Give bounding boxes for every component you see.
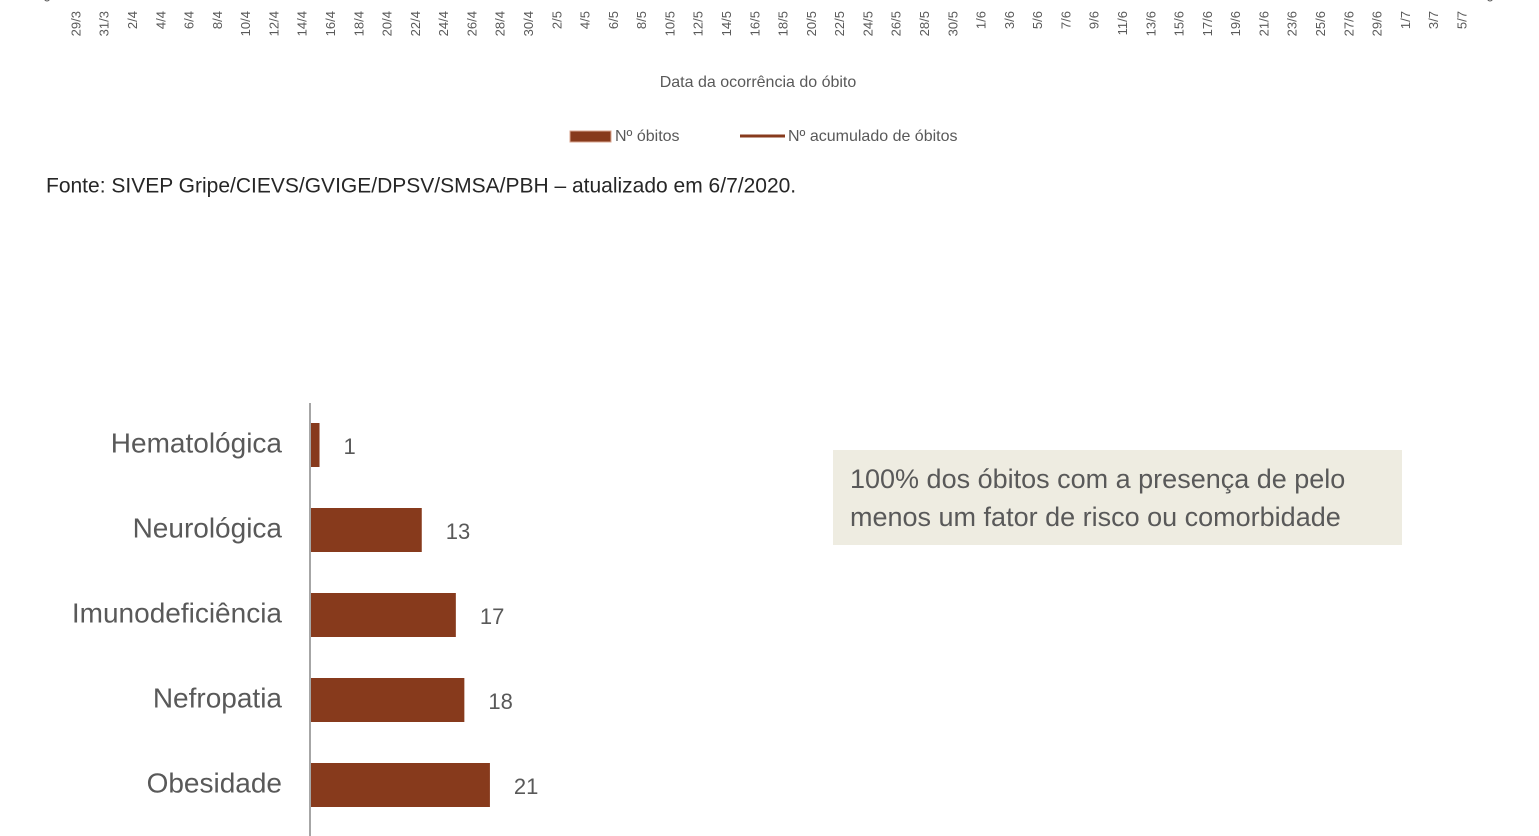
category-label: Neurológica <box>133 512 283 543</box>
x-tick-label: 5/6 <box>1030 11 1045 29</box>
x-tick-label: 23/6 <box>1285 11 1300 36</box>
source: Fonte: SIVEP Gripe/CIEVS/GVIGE/DPSV/SMSA… <box>46 175 796 198</box>
x-tick-label: 14/5 <box>719 11 734 36</box>
category-label: Imunodeficiência <box>72 597 283 628</box>
x-tick-label: 15/6 <box>1172 11 1187 36</box>
x-tick-label: 18/4 <box>351 11 366 36</box>
x-tick-label: 30/4 <box>521 11 536 36</box>
x-tick-label: 11/6 <box>1115 11 1130 35</box>
x-tick-label: 6/5 <box>606 11 621 29</box>
x-tick-label: 9/6 <box>1087 11 1102 29</box>
x-tick-label: 12/5 <box>691 11 706 36</box>
x-tick-label: 8/5 <box>634 11 649 29</box>
category-label: Hematológica <box>111 427 283 458</box>
x-tick-label: 20/4 <box>380 11 395 36</box>
x-tick-label: 30/5 <box>945 11 960 36</box>
bar <box>311 678 465 722</box>
x-tick-label: 1/7 <box>1398 11 1413 29</box>
x-tick-label: 1/6 <box>974 11 989 29</box>
annotation-line: 100% dos óbitos com a presença de pelo <box>850 464 1345 494</box>
x-tick-label: 22/5 <box>832 11 847 36</box>
category-label: Obesidade <box>147 767 282 798</box>
x-tick-label: 21/6 <box>1256 11 1271 36</box>
x-tick-label: 16/4 <box>323 11 338 36</box>
x-tick-label: 4/4 <box>153 11 168 29</box>
value-label: 17 <box>480 604 504 629</box>
x-tick-label: 10/4 <box>238 11 253 36</box>
x-tick-label: 3/6 <box>1002 11 1017 29</box>
x-tick-label: 4/5 <box>578 11 593 29</box>
x-tick-label: 7/6 <box>1058 11 1073 29</box>
value-label: 1 <box>344 434 356 459</box>
x-tick-label: 2/5 <box>549 11 564 29</box>
x-tick-label: 16/5 <box>747 11 762 36</box>
bar <box>311 423 320 467</box>
bar <box>311 593 456 637</box>
legend-swatch <box>569 130 612 143</box>
x-tick-label: 20/5 <box>804 11 819 36</box>
value-label: 21 <box>514 774 538 799</box>
legend-label: Nº óbitos <box>615 128 680 145</box>
x-tick-label: 14/4 <box>295 11 310 36</box>
x-tick-label: 28/5 <box>917 11 932 36</box>
x-tick-label: 24/5 <box>860 11 875 36</box>
y2-tick-label: 0 <box>1486 0 1494 5</box>
x-tick-label: 19/6 <box>1228 11 1243 36</box>
x-tick-label: 25/6 <box>1313 11 1328 36</box>
x-tick-label: 29/3 <box>68 11 83 36</box>
x-tick-label: 17/6 <box>1200 11 1215 36</box>
x-tick-label: 2/4 <box>125 11 140 29</box>
x-tick-label: 10/5 <box>662 11 677 36</box>
x-tick-label: 12/4 <box>266 11 281 36</box>
x-tick-label: 8/4 <box>210 11 225 29</box>
category-label: Nefropatia <box>153 682 283 713</box>
bar <box>311 763 490 807</box>
x-tick-label: 5/7 <box>1454 11 1469 29</box>
x-tick-label: 24/4 <box>436 11 451 36</box>
x-tick-label: 31/3 <box>97 11 112 36</box>
x-tick-label: 13/6 <box>1143 11 1158 36</box>
value-label: 13 <box>446 519 470 544</box>
x-tick-label: 22/4 <box>408 11 423 36</box>
x-tick-label: 26/5 <box>889 11 904 36</box>
value-label: 18 <box>488 689 512 714</box>
y-tick-label: 0 <box>43 0 51 5</box>
x-tick-label: 28/4 <box>493 11 508 36</box>
annotation-line: menos um fator de risco ou comorbidade <box>850 502 1341 532</box>
legend-label: Nº acumulado de óbitos <box>788 128 958 145</box>
x-tick-label: 6/4 <box>182 11 197 29</box>
x-tick-label: 3/7 <box>1426 11 1441 29</box>
x-tick-label: 29/6 <box>1370 11 1385 36</box>
x-tick-label: 26/4 <box>464 11 479 36</box>
x-tick-label: 18/5 <box>776 11 791 36</box>
x-axis-label: Data da ocorrência do óbito <box>660 74 857 91</box>
bar <box>311 508 422 552</box>
annotation-box <box>833 450 1402 545</box>
x-tick-label: 27/6 <box>1341 11 1356 36</box>
